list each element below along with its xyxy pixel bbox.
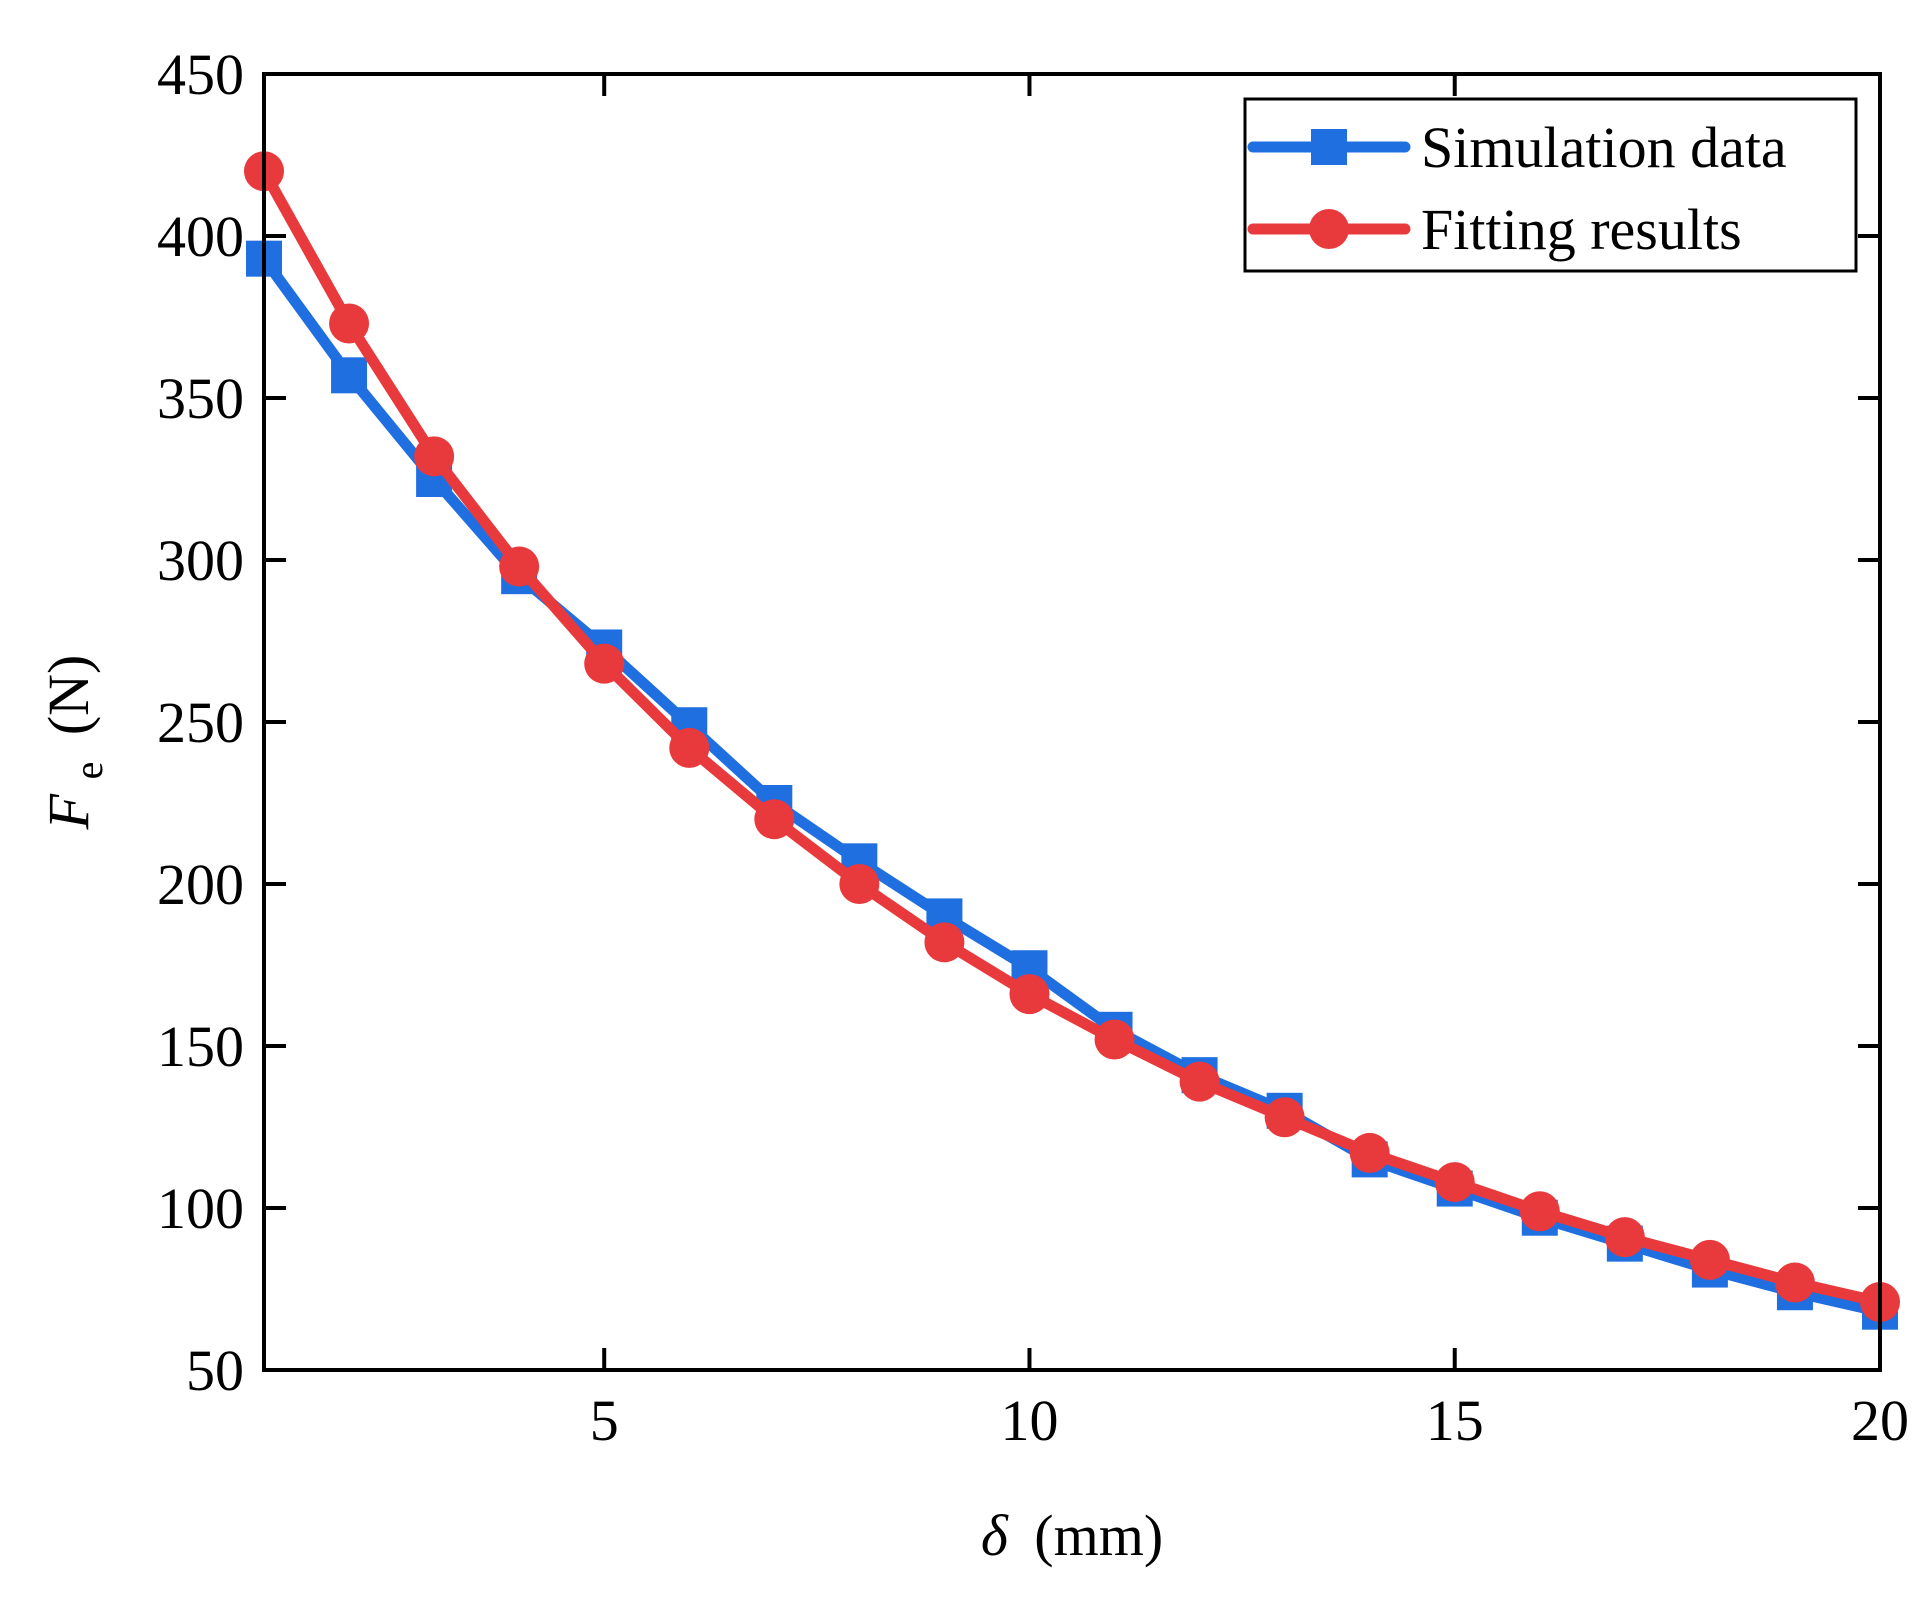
y-axis-subscript: e bbox=[66, 762, 111, 780]
y-tick-label: 50 bbox=[186, 1338, 244, 1403]
y-tick-label: 300 bbox=[157, 528, 244, 593]
data-point bbox=[329, 303, 370, 344]
legend: Simulation data Fitting results bbox=[1243, 97, 1858, 273]
x-tick-label: 5 bbox=[590, 1388, 619, 1453]
y-tick-label: 150 bbox=[157, 1014, 244, 1079]
data-point bbox=[1689, 1239, 1730, 1280]
series-2 bbox=[244, 151, 1900, 1322]
legend-label: Simulation data bbox=[1421, 115, 1787, 180]
data-point bbox=[414, 436, 455, 477]
y-tick-label: 450 bbox=[157, 42, 244, 107]
x-axis-symbol: δ bbox=[981, 1503, 1009, 1568]
x-tick-label: 15 bbox=[1426, 1388, 1484, 1453]
data-point bbox=[1604, 1217, 1645, 1258]
legend-item-2: Fitting results bbox=[1247, 197, 1742, 262]
legend-item-1: Simulation data bbox=[1247, 115, 1787, 180]
data-point bbox=[1434, 1162, 1475, 1203]
legend-marker bbox=[1311, 129, 1347, 165]
data-point bbox=[331, 357, 368, 394]
data-point bbox=[924, 922, 965, 963]
x-axis-unit: (mm) bbox=[1034, 1503, 1163, 1568]
y-tick-label: 400 bbox=[157, 204, 244, 269]
legend-box bbox=[1243, 97, 1858, 273]
legend-label: Fitting results bbox=[1421, 197, 1742, 262]
data-point bbox=[1009, 974, 1050, 1015]
x-axis-title: δ (mm) bbox=[981, 1503, 1163, 1568]
x-tick-label: 20 bbox=[1851, 1388, 1909, 1453]
series-line bbox=[258, 165, 1886, 1308]
series-line bbox=[258, 253, 1886, 1318]
y-tick-label: 250 bbox=[157, 690, 244, 755]
data-point bbox=[584, 643, 625, 684]
y-axis-title: F e (N) bbox=[36, 655, 115, 831]
y-axis-symbol: F bbox=[36, 793, 101, 830]
data-point bbox=[1519, 1191, 1560, 1232]
data-point bbox=[1094, 1019, 1135, 1060]
data-point bbox=[839, 864, 880, 904]
data-point bbox=[1264, 1097, 1305, 1138]
data-point bbox=[754, 799, 795, 840]
series-layer bbox=[244, 151, 1900, 1330]
y-tick-label: 350 bbox=[157, 366, 244, 431]
series-1 bbox=[246, 240, 1898, 1330]
x-tick-label: 10 bbox=[1000, 1388, 1058, 1453]
y-tick-label: 200 bbox=[157, 852, 244, 917]
ticks-layer: 5 10 15 20 50 100 150 200 250 300 350 400 450 bbox=[157, 42, 1909, 1453]
legend-items: Simulation data Fitting results bbox=[1247, 115, 1787, 262]
data-point bbox=[669, 727, 710, 768]
data-point bbox=[1774, 1262, 1815, 1303]
legend-marker bbox=[1309, 209, 1349, 249]
data-point bbox=[499, 546, 540, 587]
y-tick-label: 100 bbox=[157, 1176, 244, 1241]
data-point bbox=[1179, 1061, 1220, 1102]
data-point bbox=[1349, 1132, 1390, 1173]
y-axis-unit: (N) bbox=[36, 655, 101, 736]
